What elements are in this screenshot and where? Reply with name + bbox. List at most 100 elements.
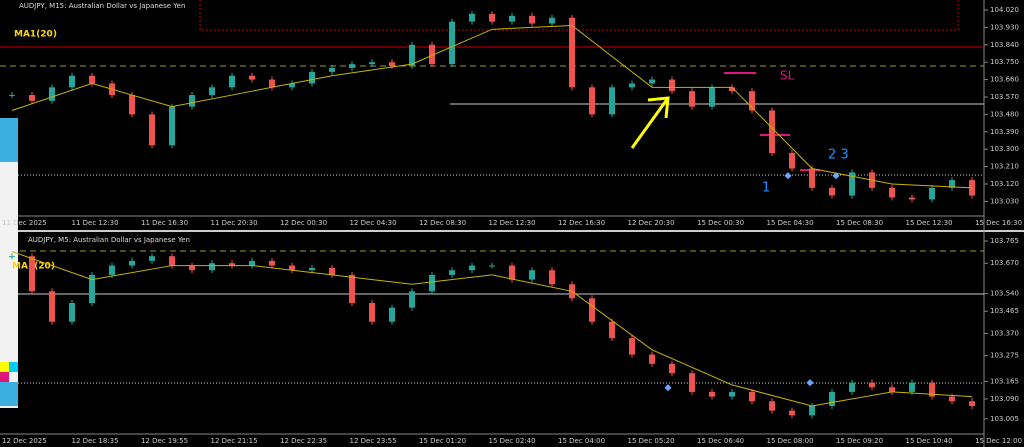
candle (709, 391, 715, 397)
candle (589, 298, 595, 322)
candle (509, 265, 515, 280)
candle (929, 382, 935, 397)
candle (269, 79, 275, 88)
candle (409, 44, 415, 67)
candle (209, 263, 215, 271)
time-label: 15 Dec 16:30 (975, 219, 1022, 227)
candle (49, 87, 55, 101)
time-label: 12 Dec 04:30 (350, 219, 397, 227)
color-swatch[interactable] (9, 362, 18, 372)
candle (189, 95, 195, 107)
toolbar (0, 118, 18, 408)
candle (289, 265, 295, 271)
candle (889, 187, 895, 198)
price-label: 103.300 (990, 145, 1019, 153)
time-label: 12 Dec 21:15 (211, 437, 258, 445)
time-label: 12 Dec 22:35 (280, 437, 327, 445)
tool-button[interactable] (0, 140, 18, 162)
candle (129, 260, 135, 266)
candle (929, 187, 935, 200)
price-label: 103.030 (990, 197, 1019, 205)
time-label: 15 Dec 12:30 (906, 219, 953, 227)
price-label: 103.120 (990, 180, 1019, 188)
price-label: 103.765 (990, 237, 1019, 245)
candle (29, 256, 35, 292)
time-label: 15 Dec 08:00 (767, 437, 814, 445)
price-label: 103.165 (990, 377, 1019, 385)
candle (309, 71, 315, 84)
candle (429, 274, 435, 292)
time-label: 11 Dec 2025 (2, 219, 47, 227)
marker (806, 379, 814, 387)
color-swatch[interactable] (0, 372, 9, 382)
chart-title: AUDJPY, M15: Australian Dollar vs Japane… (19, 2, 185, 10)
color-swatch[interactable] (0, 382, 18, 406)
candle (729, 87, 735, 92)
time-label: 11 Dec 12:30 (72, 219, 119, 227)
price-label: 103.480 (990, 110, 1019, 118)
candle (889, 387, 895, 392)
candle (869, 382, 875, 388)
price-label: 103.090 (990, 395, 1019, 403)
tool-button[interactable] (0, 118, 18, 140)
candle (809, 168, 815, 188)
candle (629, 83, 635, 88)
candle (369, 303, 375, 322)
annotation: 2 3 (828, 148, 849, 163)
candle (749, 391, 755, 402)
candle (389, 307, 395, 322)
candle (529, 270, 535, 280)
price-label: 103.930 (990, 23, 1019, 31)
candle (769, 110, 775, 154)
candle (649, 354, 655, 364)
candle (249, 75, 255, 80)
price-label: 103.275 (990, 352, 1019, 360)
candle (689, 91, 695, 107)
candle (789, 153, 795, 169)
candle (29, 95, 35, 101)
candle (749, 91, 755, 111)
marker (784, 172, 792, 180)
time-label: 15 Dec 12:00 (975, 437, 1022, 445)
candle (809, 405, 815, 416)
candle (489, 13, 495, 22)
price-label: 103.570 (990, 93, 1019, 101)
candle (289, 83, 295, 88)
time-label: 15 Dec 02:40 (489, 437, 536, 445)
time-label: 12 Dec 08:30 (419, 219, 466, 227)
time-label: 15 Dec 08:30 (836, 219, 883, 227)
time-label: 11 Dec 16:30 (141, 219, 188, 227)
color-swatch[interactable] (0, 362, 9, 372)
candle (429, 44, 435, 65)
price-label: 103.390 (990, 128, 1019, 136)
candle (529, 15, 535, 24)
candle (369, 62, 375, 65)
candle (589, 87, 595, 115)
time-label: 15 Dec 00:30 (697, 219, 744, 227)
time-label: 12 Dec 20:30 (628, 219, 675, 227)
candle (209, 87, 215, 96)
candle (549, 17, 555, 24)
candle (849, 382, 855, 392)
time-label: 12 Dec 2025 (2, 437, 47, 445)
time-label: 12 Dec 18:35 (72, 437, 119, 445)
candle (629, 338, 635, 355)
candle (769, 401, 775, 411)
candle (329, 267, 335, 275)
candle (449, 270, 455, 275)
time-label: 11 Dec 20:30 (211, 219, 258, 227)
price-label: 103.840 (990, 41, 1019, 49)
time-label: 15 Dec 04:30 (767, 219, 814, 227)
price-label: 103.750 (990, 58, 1019, 66)
candle (89, 274, 95, 304)
candle (229, 263, 235, 266)
candle (349, 274, 355, 304)
candle (129, 95, 135, 115)
chart-title: AUDJPY, M5: Australian Dollar vs Japanes… (28, 236, 190, 244)
candle (69, 75, 75, 88)
candle (669, 363, 675, 374)
moving-average (11, 251, 973, 407)
arrow-head (647, 96, 670, 119)
